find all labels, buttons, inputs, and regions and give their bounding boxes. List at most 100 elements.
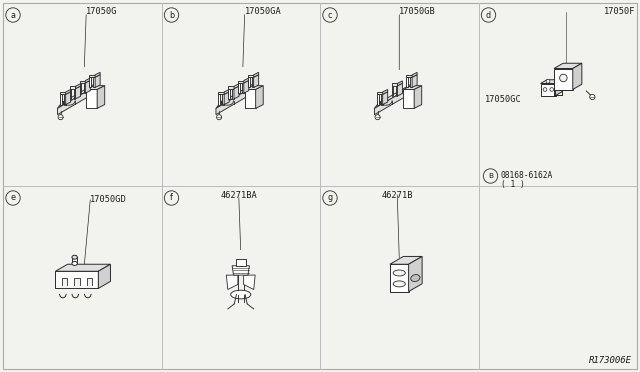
Polygon shape xyxy=(216,83,254,108)
Polygon shape xyxy=(95,75,100,87)
Polygon shape xyxy=(406,77,408,87)
Polygon shape xyxy=(248,77,250,87)
Polygon shape xyxy=(232,266,250,275)
Polygon shape xyxy=(412,72,417,77)
Polygon shape xyxy=(227,275,238,289)
Polygon shape xyxy=(216,88,251,115)
Polygon shape xyxy=(232,89,234,99)
Polygon shape xyxy=(60,94,61,105)
Polygon shape xyxy=(86,89,97,108)
Polygon shape xyxy=(244,275,255,289)
Text: ( 1 ): ( 1 ) xyxy=(500,180,524,189)
Polygon shape xyxy=(218,94,220,105)
Text: b: b xyxy=(169,10,174,19)
Polygon shape xyxy=(85,81,90,93)
Polygon shape xyxy=(541,83,556,96)
Polygon shape xyxy=(556,80,562,96)
Ellipse shape xyxy=(393,270,405,276)
Circle shape xyxy=(550,88,554,92)
Polygon shape xyxy=(383,92,388,105)
Circle shape xyxy=(589,94,595,100)
Polygon shape xyxy=(410,77,412,87)
Circle shape xyxy=(164,8,179,22)
Polygon shape xyxy=(381,94,383,105)
Circle shape xyxy=(543,88,547,92)
Polygon shape xyxy=(255,86,263,108)
Polygon shape xyxy=(377,94,379,105)
Polygon shape xyxy=(218,92,224,94)
Polygon shape xyxy=(58,88,92,115)
Polygon shape xyxy=(70,86,76,89)
Polygon shape xyxy=(234,86,239,99)
Polygon shape xyxy=(403,86,422,89)
Polygon shape xyxy=(234,84,239,89)
Polygon shape xyxy=(228,89,230,99)
Polygon shape xyxy=(238,81,244,83)
Polygon shape xyxy=(554,63,582,68)
Polygon shape xyxy=(377,92,383,94)
Polygon shape xyxy=(244,81,249,93)
Polygon shape xyxy=(248,75,253,77)
Circle shape xyxy=(559,74,567,82)
Polygon shape xyxy=(93,77,95,87)
Ellipse shape xyxy=(72,255,77,259)
Polygon shape xyxy=(397,81,403,86)
Polygon shape xyxy=(76,84,81,89)
Polygon shape xyxy=(90,77,91,87)
Polygon shape xyxy=(66,92,70,105)
Ellipse shape xyxy=(72,262,77,265)
Polygon shape xyxy=(573,63,582,90)
Ellipse shape xyxy=(411,275,420,282)
Polygon shape xyxy=(86,278,92,287)
Circle shape xyxy=(323,8,337,22)
Polygon shape xyxy=(99,264,111,288)
Text: a: a xyxy=(10,10,15,19)
Polygon shape xyxy=(97,86,105,108)
Polygon shape xyxy=(79,83,81,93)
Polygon shape xyxy=(58,83,96,108)
Polygon shape xyxy=(223,94,224,105)
Polygon shape xyxy=(392,83,397,86)
Polygon shape xyxy=(408,256,422,292)
Polygon shape xyxy=(224,89,229,94)
Text: 46271BA: 46271BA xyxy=(220,190,257,199)
Polygon shape xyxy=(56,264,111,271)
Text: 17050GC: 17050GC xyxy=(484,95,521,104)
Polygon shape xyxy=(392,86,394,96)
Circle shape xyxy=(58,115,63,120)
Polygon shape xyxy=(554,68,573,90)
Polygon shape xyxy=(397,83,403,96)
Polygon shape xyxy=(74,278,79,287)
Text: 17050GD: 17050GD xyxy=(90,196,127,205)
Polygon shape xyxy=(95,72,100,77)
Text: e: e xyxy=(10,193,15,202)
Polygon shape xyxy=(541,80,562,83)
Circle shape xyxy=(164,191,179,205)
Polygon shape xyxy=(390,264,408,292)
Circle shape xyxy=(6,191,20,205)
Circle shape xyxy=(216,115,221,120)
Text: R173006E: R173006E xyxy=(589,356,632,365)
Polygon shape xyxy=(66,89,70,94)
Text: d: d xyxy=(486,10,491,19)
Polygon shape xyxy=(70,89,72,99)
Polygon shape xyxy=(409,83,413,94)
Circle shape xyxy=(375,115,380,120)
Text: f: f xyxy=(170,193,173,202)
Text: B: B xyxy=(488,173,493,179)
Polygon shape xyxy=(244,78,249,83)
Polygon shape xyxy=(396,86,397,96)
Polygon shape xyxy=(403,89,414,108)
Polygon shape xyxy=(74,89,76,99)
Ellipse shape xyxy=(230,290,251,299)
Polygon shape xyxy=(85,78,90,83)
Polygon shape xyxy=(406,75,412,77)
Polygon shape xyxy=(390,256,422,264)
Polygon shape xyxy=(86,86,105,89)
Text: 17050G: 17050G xyxy=(86,7,118,16)
Circle shape xyxy=(483,169,498,183)
Polygon shape xyxy=(383,89,388,94)
Polygon shape xyxy=(251,83,254,94)
Polygon shape xyxy=(228,86,234,89)
Circle shape xyxy=(481,8,496,22)
